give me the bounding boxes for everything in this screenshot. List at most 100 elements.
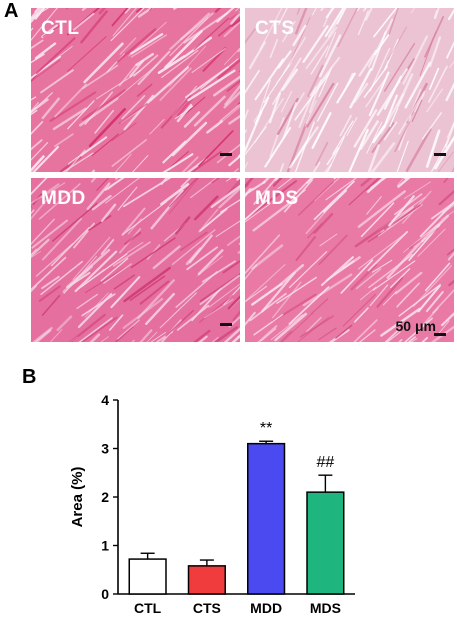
- fiber-streak: [327, 136, 345, 172]
- fiber-streak: [279, 330, 292, 342]
- fiber-streak: [223, 327, 240, 342]
- fiber-streak: [193, 329, 211, 342]
- fiber-streak: [63, 255, 98, 295]
- bar-mds: [306, 491, 345, 595]
- fiber-streak: [359, 329, 376, 342]
- fiber-streak: [335, 324, 353, 339]
- fiber-streak: [405, 128, 432, 172]
- fiber-streak: [318, 34, 342, 78]
- fiber-streak: [324, 8, 345, 38]
- fiber-streak: [52, 202, 98, 242]
- fiber-streak: [38, 183, 81, 220]
- fiber-streak: [227, 295, 240, 310]
- fiber-streak: [360, 178, 373, 187]
- fiber-streak: [190, 150, 222, 172]
- fiber-streak: [348, 128, 369, 172]
- fiber-streak: [211, 336, 219, 342]
- fiber-streak: [193, 17, 230, 51]
- fiber-streak: [165, 309, 194, 337]
- fiber-streak: [264, 126, 292, 168]
- fiber-streak: [83, 42, 124, 84]
- fiber-streak: [363, 65, 388, 98]
- fiber-streak: [318, 327, 337, 341]
- fiber-streak: [446, 41, 454, 59]
- fiber-streak: [81, 316, 118, 342]
- fiber-streak: [248, 41, 266, 70]
- fiber-streak: [292, 24, 307, 47]
- fiber-streak: [31, 219, 68, 249]
- fiber-streak: [122, 297, 164, 329]
- fiber-streak: [34, 42, 57, 60]
- fiber-streak: [261, 271, 296, 313]
- fiber-streak: [421, 214, 450, 243]
- fiber-streak: [103, 263, 132, 284]
- fiber-streak: [54, 83, 87, 118]
- y-tick-label: 1: [101, 538, 109, 554]
- fiber-streak: [288, 126, 319, 169]
- fiber-streak: [111, 139, 147, 167]
- fiber-streak: [199, 207, 228, 232]
- fiber-streak: [294, 72, 330, 121]
- fiber-streak: [251, 244, 284, 270]
- fiber-streak: [259, 8, 283, 51]
- fiber-streak: [371, 122, 395, 154]
- fiber-streak: [122, 178, 171, 208]
- fiber-streak: [31, 53, 45, 64]
- fiber-streak: [376, 276, 404, 308]
- fiber-streak: [316, 82, 339, 122]
- fiber-streak: [171, 121, 208, 157]
- fiber-streak: [367, 144, 380, 172]
- fiber-streak: [313, 180, 355, 221]
- fiber-streak: [387, 26, 407, 61]
- fiber-streak: [332, 120, 354, 155]
- x-tick-label: CTL: [134, 600, 162, 616]
- fiber-streak: [31, 139, 43, 151]
- fiber-streak: [62, 152, 94, 172]
- fiber-streak: [228, 315, 240, 328]
- fiber-streak: [31, 8, 50, 20]
- fiber-streak: [277, 50, 292, 69]
- fiber-streak: [31, 59, 61, 82]
- fiber-streak: [252, 197, 297, 232]
- fiber-streak: [211, 178, 221, 184]
- fiber-streak: [198, 335, 208, 342]
- fiber-streak: [433, 8, 440, 19]
- scale-bar: [220, 153, 232, 156]
- fiber-streak: [219, 103, 240, 122]
- fiber-streak: [397, 178, 411, 188]
- fiber-streak: [31, 248, 37, 256]
- fiber-streak: [40, 260, 83, 296]
- fiber-streak: [152, 245, 181, 270]
- significance-annotation: **: [260, 420, 272, 437]
- fiber-streak: [31, 109, 38, 116]
- micrograph-ctl: CTL: [31, 8, 240, 172]
- fiber-streak: [403, 223, 439, 253]
- fiber-streak: [370, 142, 396, 172]
- fiber-streak: [168, 178, 199, 208]
- fiber-streak: [288, 251, 328, 289]
- micrograph-ctl-texture: [31, 8, 240, 172]
- fiber-streak: [40, 69, 74, 94]
- fiber-streak: [294, 8, 308, 35]
- fiber-streak: [306, 82, 335, 128]
- scale-bar: [220, 323, 232, 326]
- fiber-streak: [359, 120, 379, 151]
- fiber-streak: [187, 69, 236, 102]
- fiber-streak: [67, 36, 107, 72]
- fiber-streak: [276, 276, 317, 304]
- fiber-streak: [295, 236, 316, 262]
- fiber-streak: [162, 153, 194, 172]
- fiber-streak: [313, 212, 334, 234]
- fiber-streak: [199, 274, 240, 306]
- fiber-streak: [127, 218, 142, 235]
- fiber-streak: [122, 201, 168, 235]
- fiber-streak: [318, 67, 333, 97]
- micrograph-mdd-texture: [31, 178, 240, 342]
- fiber-streak: [402, 35, 428, 85]
- fiber-streak: [40, 182, 66, 199]
- fiber-streak: [342, 293, 376, 327]
- fiber-streak: [245, 162, 248, 169]
- fiber-streak: [368, 253, 414, 289]
- fiber-streak: [31, 238, 50, 258]
- fiber-streak: [183, 11, 229, 44]
